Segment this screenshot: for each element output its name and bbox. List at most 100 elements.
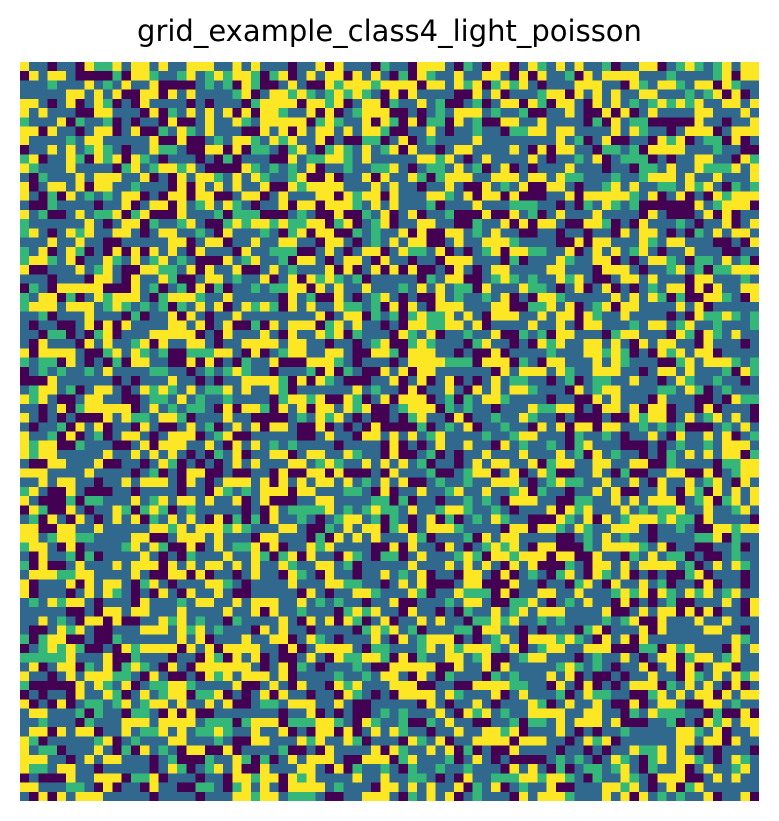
- heatmap-cell: [435, 560, 446, 571]
- heatmap-cell: [620, 89, 631, 100]
- heatmap-cell: [740, 505, 751, 516]
- heatmap-cell: [306, 89, 317, 100]
- heatmap-cell: [518, 597, 529, 608]
- heatmap-cell: [269, 108, 280, 118]
- heatmap-cell: [398, 394, 409, 405]
- heatmap-cell: [528, 163, 538, 174]
- heatmap-cell: [675, 348, 686, 359]
- heatmap-cell: [84, 348, 95, 359]
- heatmap-cell: [324, 431, 335, 442]
- heatmap-cell: [287, 634, 298, 645]
- heatmap-cell: [278, 496, 289, 506]
- heatmap-cell: [712, 80, 723, 91]
- heatmap-cell: [666, 505, 677, 516]
- heatmap-cell: [629, 551, 640, 562]
- heatmap-cell: [629, 505, 640, 516]
- heatmap-cell: [93, 570, 104, 580]
- heatmap-cell: [195, 486, 206, 497]
- heatmap-cell: [352, 348, 363, 359]
- heatmap-cell: [629, 71, 640, 81]
- heatmap-cell: [565, 89, 575, 100]
- heatmap-cell: [675, 265, 686, 275]
- heatmap-cell: [149, 551, 159, 562]
- heatmap-cell: [75, 551, 86, 562]
- heatmap-cell: [352, 108, 363, 118]
- heatmap-cell: [546, 292, 557, 303]
- heatmap-cell: [324, 237, 335, 248]
- heatmap-cell: [177, 255, 187, 266]
- heatmap-cell: [555, 422, 566, 432]
- heatmap-cell: [140, 496, 150, 506]
- heatmap-cell: [703, 422, 714, 432]
- heatmap-cell: [250, 394, 261, 405]
- heatmap-cell: [287, 588, 298, 599]
- heatmap-cell: [398, 126, 409, 137]
- heatmap-cell: [278, 80, 289, 91]
- heatmap-cell: [481, 431, 492, 442]
- heatmap-cell: [241, 551, 252, 562]
- heatmap-cell: [444, 385, 455, 395]
- heatmap-cell: [20, 634, 30, 645]
- heatmap-cell: [740, 514, 751, 525]
- heatmap-cell: [103, 496, 113, 506]
- heatmap-cell: [223, 329, 233, 340]
- heatmap-cell: [223, 255, 233, 266]
- heatmap-cell: [638, 209, 649, 220]
- heatmap-cell: [472, 108, 483, 118]
- heatmap-cell: [361, 533, 372, 543]
- heatmap-cell: [112, 219, 123, 229]
- heatmap-cell: [694, 219, 704, 229]
- heatmap-cell: [232, 117, 243, 128]
- heatmap-cell: [306, 459, 317, 469]
- heatmap-cell: [140, 80, 150, 91]
- heatmap-cell: [648, 265, 658, 275]
- heatmap-cell: [574, 98, 584, 109]
- heatmap-cell: [186, 449, 196, 460]
- heatmap-cell: [694, 357, 704, 368]
- heatmap-cell: [103, 209, 113, 220]
- heatmap-cell: [537, 523, 547, 534]
- heatmap-cell: [417, 588, 427, 599]
- heatmap-cell: [177, 89, 187, 100]
- heatmap-cell: [537, 163, 547, 174]
- heatmap-cell: [278, 209, 289, 220]
- heatmap-cell: [657, 348, 668, 359]
- heatmap-cell: [740, 616, 751, 626]
- heatmap-cell: [278, 523, 289, 534]
- heatmap-cell: [112, 468, 123, 479]
- heatmap-cell: [371, 496, 381, 506]
- heatmap-cell: [638, 496, 649, 506]
- heatmap-cell: [250, 154, 261, 165]
- heatmap-cell: [731, 246, 741, 257]
- heatmap-cell: [583, 117, 594, 128]
- heatmap-cell: [241, 394, 252, 405]
- heatmap-cell: [555, 440, 566, 451]
- heatmap-cell: [112, 505, 123, 516]
- heatmap-cell: [103, 283, 113, 294]
- heatmap-cell: [380, 62, 390, 72]
- heatmap-cell: [121, 265, 132, 275]
- heatmap-cell: [648, 570, 658, 580]
- heatmap-cell: [66, 172, 76, 183]
- heatmap-cell: [675, 71, 686, 81]
- heatmap-cell: [398, 616, 409, 626]
- heatmap-cell: [565, 505, 575, 516]
- heatmap-cell: [685, 477, 695, 488]
- heatmap-cell: [565, 496, 575, 506]
- heatmap-cell: [38, 394, 49, 405]
- heatmap-cell: [121, 523, 132, 534]
- heatmap-cell: [481, 468, 492, 479]
- heatmap-cell: [407, 283, 418, 294]
- heatmap-cell: [103, 126, 113, 137]
- heatmap-cell: [343, 413, 353, 423]
- heatmap-cell: [315, 126, 326, 137]
- heatmap-cell: [232, 292, 243, 303]
- heatmap-cell: [666, 246, 677, 257]
- heatmap-cell: [657, 376, 668, 386]
- heatmap-cell: [38, 459, 49, 469]
- heatmap-cell: [75, 274, 86, 285]
- heatmap-cell: [167, 126, 178, 137]
- heatmap-cell: [491, 366, 501, 377]
- heatmap-cell: [47, 431, 58, 442]
- heatmap-cell: [121, 366, 132, 377]
